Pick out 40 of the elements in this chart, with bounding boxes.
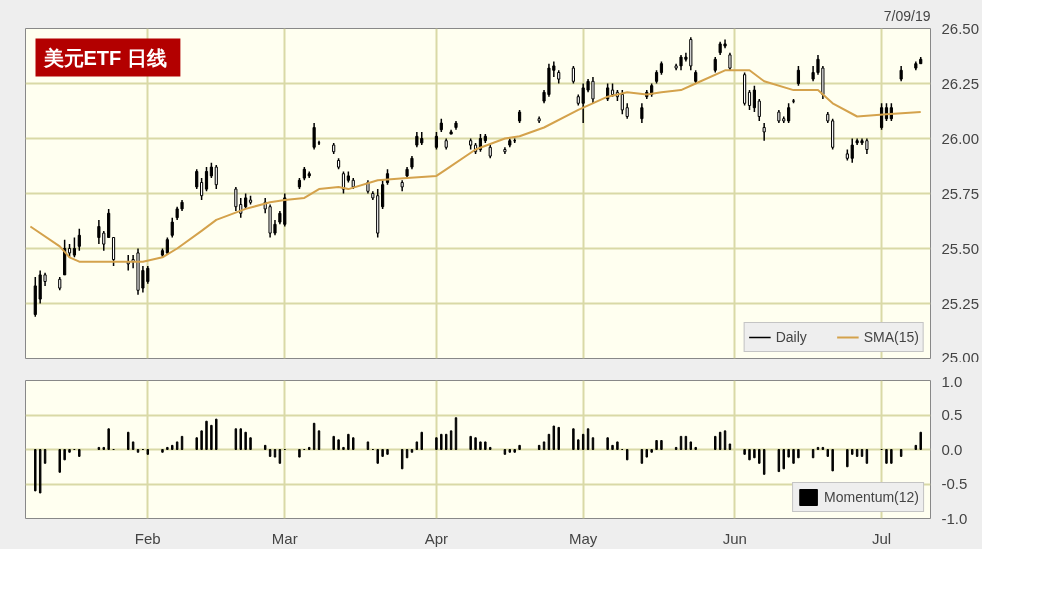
candlestick — [796, 65, 801, 87]
legend-label: Momentum(12) — [824, 489, 919, 505]
candlestick — [214, 164, 218, 190]
text: 美元ETF 日线 — [42, 46, 167, 69]
y-tick-label: 25.00 — [941, 348, 980, 366]
candlestick — [170, 216, 174, 239]
x-tick-label: Jun — [722, 529, 747, 547]
candlestick — [640, 102, 644, 124]
candlestick — [787, 102, 791, 124]
legend-label: Daily — [775, 329, 807, 345]
y-tick-label: -0.5 — [941, 475, 968, 492]
x-tick-label: Apr — [424, 529, 449, 547]
candlestick — [762, 122, 766, 142]
text: 7/09/19 — [883, 7, 931, 24]
y-tick-label: 26.00 — [941, 129, 980, 147]
x-tick-label: Feb — [134, 529, 161, 547]
y-tick-label: 25.75 — [941, 184, 980, 202]
candlestick — [752, 84, 756, 113]
candlestick — [757, 98, 761, 122]
candlestick — [77, 227, 81, 252]
legend-label: SMA(15) — [863, 329, 919, 345]
candlestick — [204, 166, 209, 193]
candlestick — [72, 236, 77, 259]
y-tick-label: 0.0 — [941, 440, 963, 458]
y-tick-label: 0.5 — [941, 406, 963, 423]
y-tick-label: 1.0 — [941, 372, 963, 390]
y-tick-label: 25.25 — [941, 294, 980, 312]
candlestick — [850, 137, 854, 164]
y-tick-label: 26.50 — [941, 19, 980, 37]
candlestick — [195, 168, 199, 190]
x-tick-label: Jul — [871, 529, 892, 547]
y-tick-label: 26.25 — [941, 74, 980, 92]
candlestick — [200, 177, 204, 201]
candlestick — [747, 89, 752, 111]
y-tick-label: -1.0 — [941, 509, 968, 527]
y-tick-label: 25.50 — [941, 239, 980, 257]
candlestick — [111, 236, 116, 267]
x-tick-label: May — [569, 529, 598, 547]
candlestick — [234, 186, 238, 212]
x-tick-label: Mar — [271, 529, 298, 547]
